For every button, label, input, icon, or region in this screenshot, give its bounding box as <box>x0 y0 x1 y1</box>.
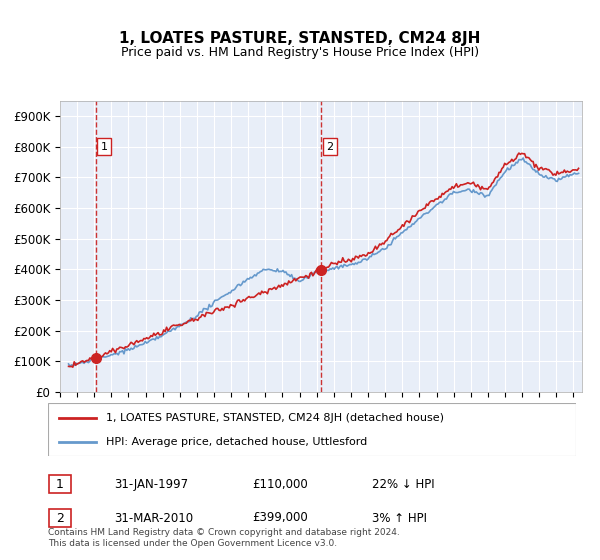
FancyBboxPatch shape <box>49 509 71 527</box>
Text: 31-MAR-2010: 31-MAR-2010 <box>114 511 193 525</box>
Text: 31-JAN-1997: 31-JAN-1997 <box>114 478 188 491</box>
Text: £110,000: £110,000 <box>252 478 308 491</box>
Text: 3% ↑ HPI: 3% ↑ HPI <box>372 511 427 525</box>
Text: 1, LOATES PASTURE, STANSTED, CM24 8JH (detached house): 1, LOATES PASTURE, STANSTED, CM24 8JH (d… <box>106 413 444 423</box>
Text: 1: 1 <box>56 478 64 491</box>
Text: 1: 1 <box>101 142 108 152</box>
Text: HPI: Average price, detached house, Uttlesford: HPI: Average price, detached house, Uttl… <box>106 437 367 447</box>
Text: 2: 2 <box>326 142 333 152</box>
FancyBboxPatch shape <box>48 403 576 456</box>
Text: 2: 2 <box>56 511 64 525</box>
Text: 1, LOATES PASTURE, STANSTED, CM24 8JH: 1, LOATES PASTURE, STANSTED, CM24 8JH <box>119 31 481 46</box>
Text: 22% ↓ HPI: 22% ↓ HPI <box>372 478 434 491</box>
Text: Contains HM Land Registry data © Crown copyright and database right 2024.
This d: Contains HM Land Registry data © Crown c… <box>48 528 400 548</box>
FancyBboxPatch shape <box>49 475 71 493</box>
Text: Price paid vs. HM Land Registry's House Price Index (HPI): Price paid vs. HM Land Registry's House … <box>121 46 479 59</box>
Text: £399,000: £399,000 <box>252 511 308 525</box>
